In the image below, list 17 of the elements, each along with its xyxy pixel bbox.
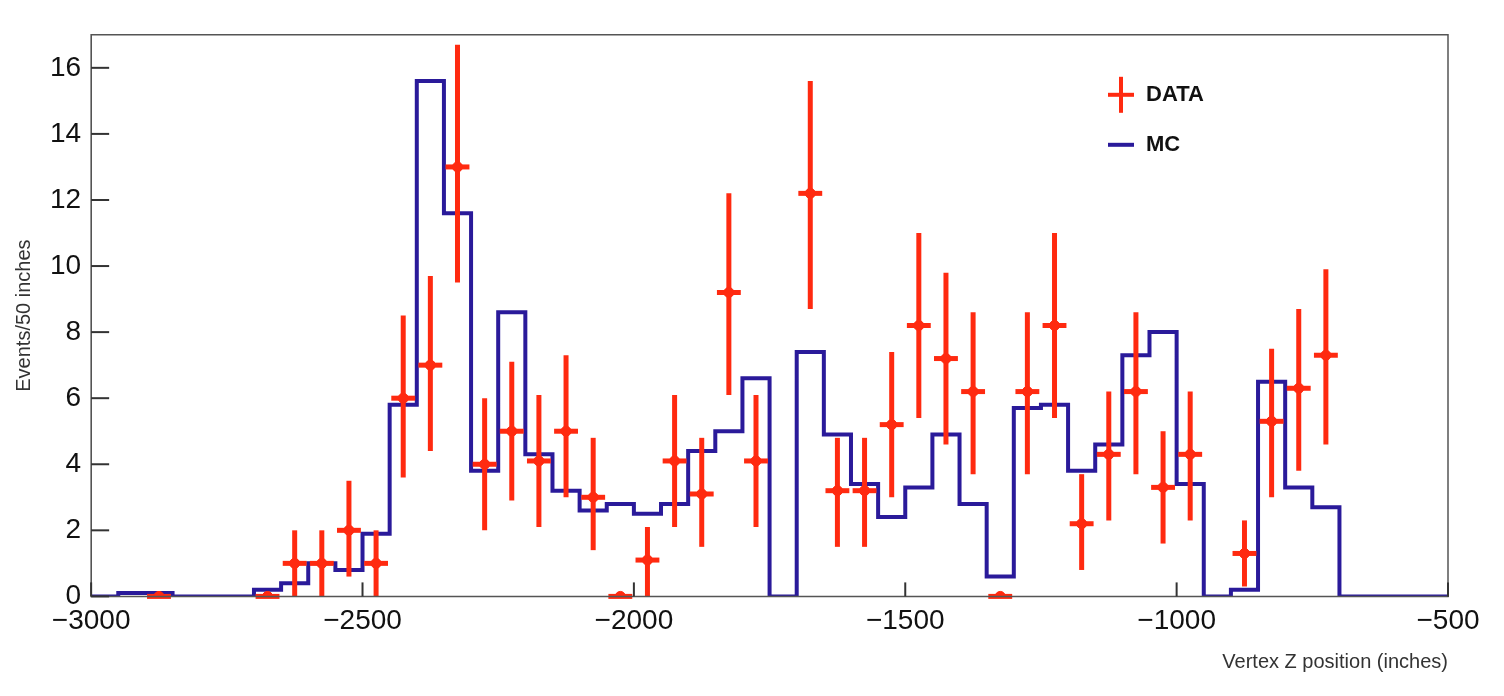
y-tick-label: 14 [49,116,82,148]
y-tick-label: 10 [49,248,82,280]
legend-label: MC [1146,130,1181,156]
y-axis-title: Events/50 inches [11,239,34,392]
x-axis-title: Vertex Z position (inches) [1222,649,1448,672]
y-tick-label: 16 [49,50,82,82]
x-tick-label: −1500 [865,603,945,635]
y-tick-label: 6 [65,380,82,412]
x-tick-label: −2000 [594,603,674,635]
x-tick-label: −2500 [323,603,402,635]
x-tick-label: −500 [1416,603,1480,635]
legend-label: DATA [1146,80,1204,106]
y-tick-label: 4 [65,446,82,478]
y-tick-label: 8 [65,314,82,346]
y-tick-label: 12 [49,182,82,214]
x-tick-label: −1000 [1137,603,1216,635]
y-tick-label: 2 [65,513,82,545]
